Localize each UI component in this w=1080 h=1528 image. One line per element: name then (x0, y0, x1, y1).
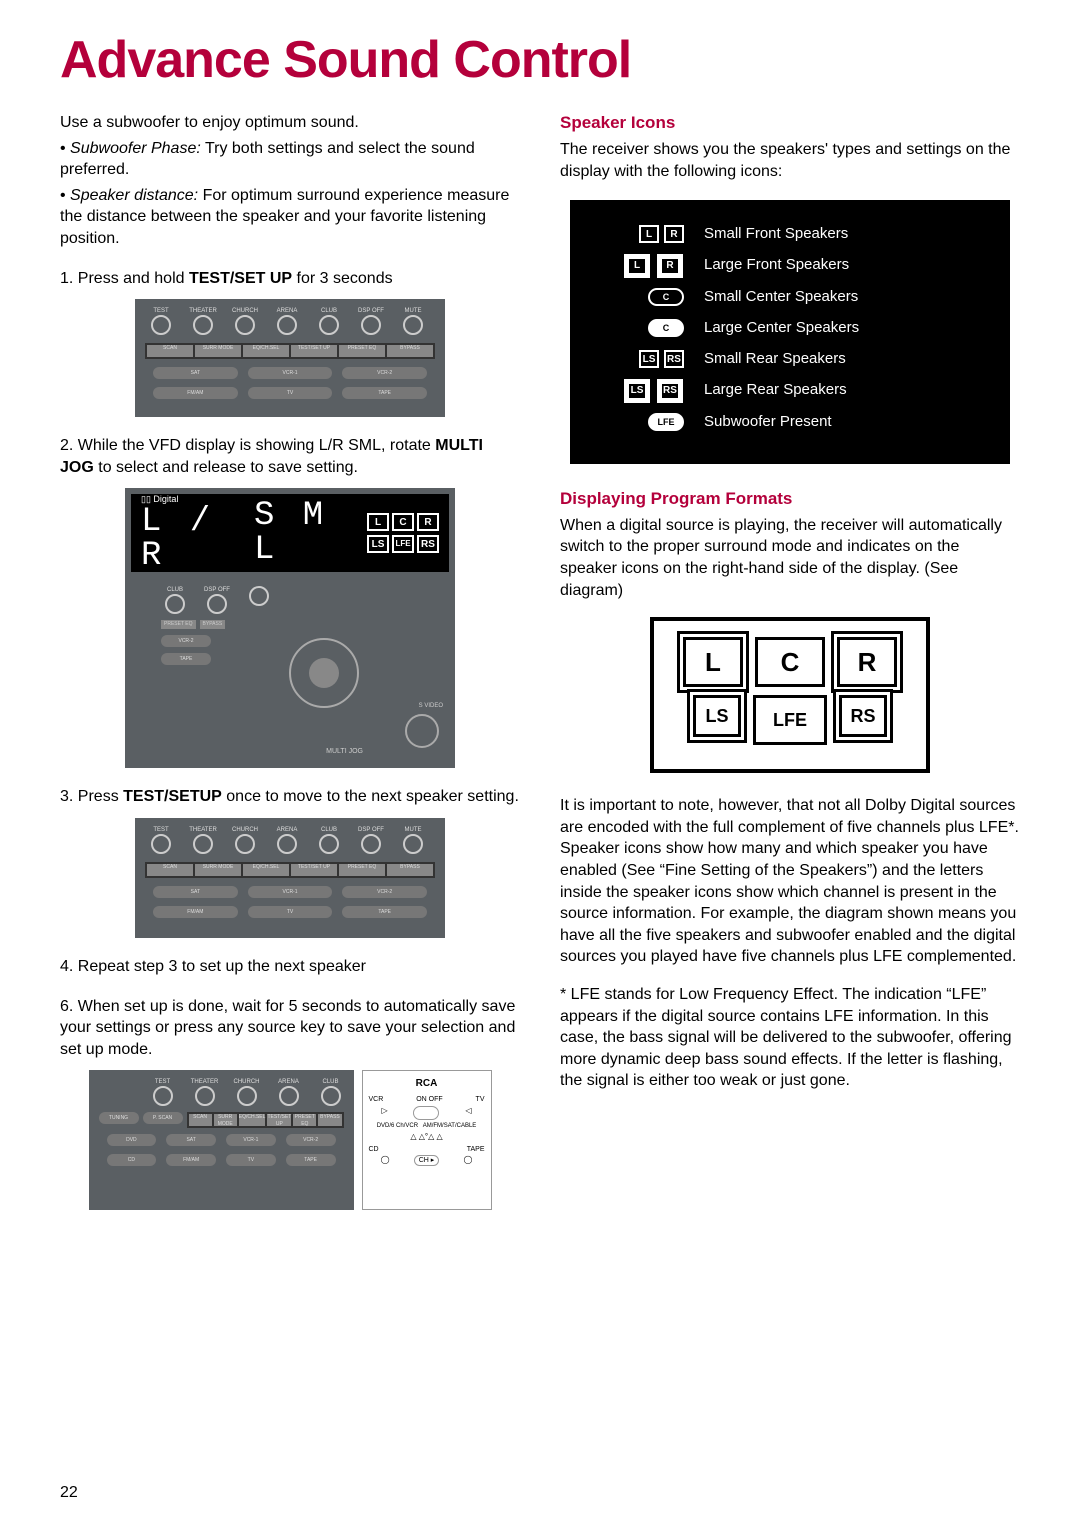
svideo-jack-icon (405, 714, 439, 748)
receiver-and-remote-figure: TESTTHEATERCHURCHARENACLUB TUNING P. SCA… (60, 1070, 520, 1210)
step-1: 1. Press and hold TEST/SET UP for 3 seco… (60, 268, 520, 290)
speaker-icon: LS (639, 350, 659, 368)
speaker-legend-label: Small Front Speakers (704, 224, 848, 244)
speaker-icon: LS (627, 382, 647, 400)
speaker-icons-intro: The receiver shows you the speakers' typ… (560, 139, 1020, 182)
step2-post: to select and release to save setting. (94, 459, 358, 476)
bullet1-label: Subwoofer Phase: (70, 140, 201, 157)
speaker-icon: C (648, 288, 684, 306)
speaker-icon: R (660, 257, 680, 275)
diagram-L: L (683, 637, 743, 687)
right-column: Speaker Icons The receiver shows you the… (560, 112, 1020, 1210)
speaker-legend-row: C Small Center Speakers (602, 287, 978, 307)
speaker-legend-label: Large Center Speakers (704, 318, 859, 338)
step-3: 3. Press TEST/SETUP once to move to the … (60, 786, 520, 808)
diagram-C: C (755, 637, 825, 687)
speaker-legend-label: Subwoofer Present (704, 412, 832, 432)
program-formats-body: It is important to note, however, that n… (560, 795, 1020, 968)
speaker-icon: R (664, 225, 684, 243)
step1-pre: 1. Press and hold (60, 270, 189, 287)
step1-bold: TEST/SET UP (189, 270, 292, 287)
left-column: Use a subwoofer to enjoy optimum sound. … (60, 112, 520, 1210)
step-6: 6. When set up is done, wait for 5 secon… (60, 996, 520, 1061)
speaker-legend-label: Small Rear Speakers (704, 349, 846, 369)
speaker-icon: L (639, 225, 659, 243)
step3-bold: TEST/SETUP (123, 788, 222, 805)
speaker-layout-diagram: L C R LS LFE RS (650, 617, 930, 773)
speaker-icon-legend: LR Small Front Speakers LR Large Front Spea… (570, 200, 1010, 464)
remote-brand: RCA (369, 1077, 485, 1091)
step-4: 4. Repeat step 3 to set up the next spea… (60, 956, 520, 978)
remote-control-figure: RCA VCRON OFFTV ▷ ◁ DVD/6 Ch/VCR AM/FM/S… (362, 1070, 492, 1210)
program-formats-intro: When a digital source is playing, the re… (560, 515, 1020, 601)
vfd-display: ▯▯ Digital L / R S M L LCR LSLFERS (131, 494, 449, 572)
bullet-speaker-distance: • Speaker distance: For optimum surround… (60, 185, 520, 250)
lfe-footnote: * LFE stands for Low Frequency Effect. T… (560, 984, 1020, 1092)
page-number: 22 (60, 1484, 78, 1502)
svideo-label: S VIDEO (419, 702, 443, 710)
speaker-icon: L (627, 257, 647, 275)
vfd-speaker-icons: LCR LSLFERS (367, 513, 439, 553)
speaker-legend-row: LS RS Small Rear Speakers (602, 349, 978, 369)
receiver-panel-figure-2: TESTTHEATERCHURCHARENACLUBDSP OFFMUTE SC… (135, 818, 445, 938)
diagram-RS: RS (839, 695, 887, 737)
speaker-legend-row: LFE Subwoofer Present (602, 412, 978, 432)
heading-speaker-icons: Speaker Icons (560, 112, 1020, 135)
step2-pre: 2. While the VFD display is showing L/R … (60, 437, 435, 454)
bullet-subwoofer: • Subwoofer Phase: Try both settings and… (60, 138, 520, 181)
diagram-LFE: LFE (753, 695, 827, 745)
speaker-legend-row: C Large Center Speakers (602, 318, 978, 338)
receiver-panel-figure-1: TESTTHEATERCHURCHARENACLUBDSP OFFMUTE SC… (135, 299, 445, 417)
step3-post: once to move to the next speaker setting… (222, 788, 519, 805)
speaker-legend-label: Small Center Speakers (704, 287, 858, 307)
multi-jog-dial (289, 638, 359, 708)
diagram-LS: LS (693, 695, 741, 737)
speaker-legend-label: Large Front Speakers (704, 255, 849, 275)
vfd-jog-figure: ▯▯ Digital L / R S M L LCR LSLFERS CLUB … (125, 488, 455, 768)
multi-jog-label: MULTI JOG (326, 747, 363, 756)
speaker-legend-row: LR Large Front Speakers (602, 255, 978, 275)
step-2: 2. While the VFD display is showing L/R … (60, 435, 520, 478)
step1-post: for 3 seconds (292, 270, 393, 287)
speaker-icon: C (648, 319, 684, 337)
speaker-legend-row: LR Small Front Speakers (602, 224, 978, 244)
diagram-R: R (837, 637, 897, 687)
step3-pre: 3. Press (60, 788, 123, 805)
heading-program-formats: Displaying Program Formats (560, 488, 1020, 511)
page-title: Advance Sound Control (60, 30, 1020, 90)
speaker-legend-label: Large Rear Speakers (704, 380, 847, 400)
speaker-icon: RS (664, 350, 684, 368)
vfd-sml: S M L (254, 499, 367, 567)
bullet2-label: Speaker distance: (70, 187, 198, 204)
speaker-icon: LFE (648, 413, 684, 431)
speaker-legend-row: LS RS Large Rear Speakers (602, 380, 978, 400)
speaker-icon: RS (660, 382, 680, 400)
vfd-lr: L / R (141, 505, 254, 573)
intro-text: Use a subwoofer to enjoy optimum sound. (60, 112, 520, 134)
